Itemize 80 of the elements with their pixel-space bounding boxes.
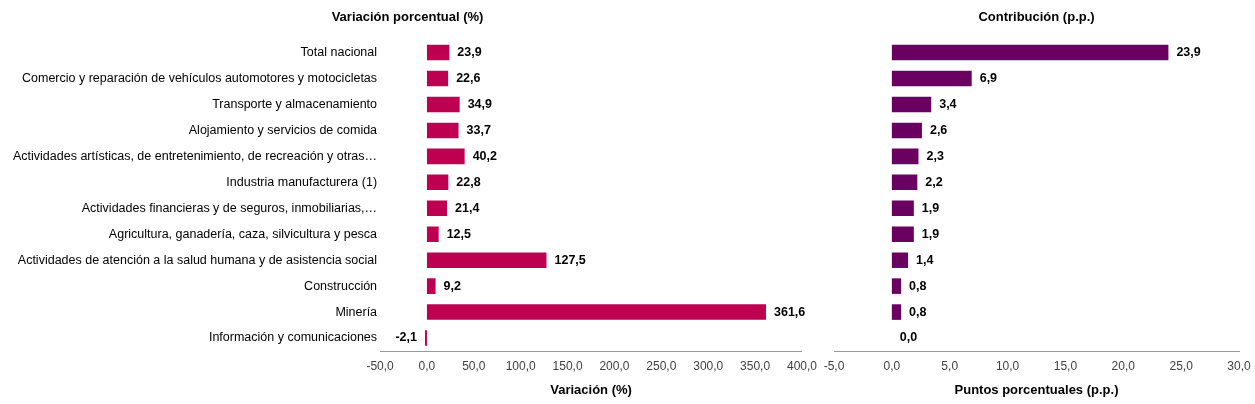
bar <box>891 200 914 217</box>
data-label: 2,3 <box>926 148 944 163</box>
data-label: 12,5 <box>446 226 472 241</box>
bar <box>891 44 1169 61</box>
x-tick-label: 0,0 <box>883 358 901 373</box>
x-tick-label: 25,0 <box>1169 358 1194 373</box>
x-tick-label: 30,0 <box>1227 358 1251 373</box>
data-label: 6,9 <box>979 70 998 85</box>
bar <box>426 304 766 320</box>
x-tick-label: 350,0 <box>740 358 771 373</box>
bar <box>891 174 918 191</box>
data-label: 34,9 <box>467 96 493 111</box>
x-axis-title: Variación (%) <box>550 381 632 397</box>
bar <box>891 226 914 243</box>
bar <box>891 122 922 139</box>
x-tick-label: 15,0 <box>1053 358 1078 373</box>
x-tick-label: 5,0 <box>941 358 959 373</box>
bar <box>426 44 450 61</box>
y-tick-label: Agricultura, ganadería, caza, silvicultura y pesca <box>108 226 378 241</box>
bar <box>891 70 972 87</box>
data-label: 0,8 <box>909 278 927 293</box>
data-label: 0,8 <box>909 304 927 319</box>
bar <box>426 148 465 165</box>
x-tick-label: 200,0 <box>599 358 630 373</box>
chart-title: Variación porcentual (%) <box>331 9 484 25</box>
data-label: 3,4 <box>939 96 957 111</box>
x-axis-title: Puntos porcentuales (p.p.) <box>954 381 1119 397</box>
x-tick-label: 20,0 <box>1111 358 1136 373</box>
x-tick-label: -50,0 <box>366 358 395 373</box>
bar <box>426 252 547 268</box>
bar <box>891 96 932 113</box>
bar <box>426 278 436 294</box>
x-tick-label: 400,0 <box>786 358 818 373</box>
y-tick-label: Industria manufacturera (1) <box>226 174 378 189</box>
data-label: -2,1 <box>395 330 418 345</box>
x-tick-label: 150,0 <box>552 358 583 373</box>
y-tick-label: Construcción <box>304 278 378 293</box>
data-label: 0,0 <box>899 330 918 345</box>
data-label: 361,6 <box>773 304 806 319</box>
y-tick-label: Minería <box>335 304 378 319</box>
data-label: 22,8 <box>456 174 481 189</box>
x-tick-label: -5,0 <box>823 358 845 373</box>
bar <box>426 96 460 113</box>
bar <box>891 252 909 268</box>
data-label: 2,2 <box>925 174 943 189</box>
data-label: 21,4 <box>455 200 480 215</box>
chart-title: Contribución (p.p.) <box>978 9 1095 25</box>
x-tick-label: 0,0 <box>418 358 436 373</box>
bar <box>426 226 439 243</box>
y-tick-label: Actividades financieras y de seguros, inmobiliarias,… <box>81 200 378 215</box>
x-tick-label: 10,0 <box>995 358 1020 373</box>
data-label: 23,9 <box>457 45 482 60</box>
data-label: 9,2 <box>443 278 461 293</box>
data-label: 1,9 <box>921 200 940 215</box>
bar <box>426 200 448 217</box>
y-tick-label: Información y comunicaciones <box>208 330 378 345</box>
x-tick-label: 250,0 <box>646 358 677 373</box>
y-tick-label: Actividades artísticas, de entretenimiento, de recreación y otras… <box>13 148 378 163</box>
bar <box>891 148 919 165</box>
data-label: 2,6 <box>929 122 948 137</box>
data-label: 22,6 <box>456 70 481 85</box>
data-label: 23,9 <box>1176 45 1201 60</box>
y-tick-label: Actividades de atención a la salud humana y de asistencia social <box>17 252 378 267</box>
x-tick-label: 300,0 <box>693 358 724 373</box>
data-label: 33,7 <box>466 122 491 137</box>
y-tick-label: Alojamiento y servicios de comida <box>188 122 378 137</box>
bar <box>891 304 902 320</box>
bar <box>891 278 902 294</box>
y-tick-label: Transporte y almacenamiento <box>212 96 378 111</box>
data-label: 40,2 <box>472 148 498 163</box>
data-label: 127,5 <box>554 252 586 267</box>
y-tick-label: Total nacional <box>300 45 378 60</box>
data-label: 1,9 <box>921 226 940 241</box>
data-label: 1,4 <box>916 252 934 267</box>
x-tick-label: 50,0 <box>462 358 486 373</box>
bar <box>426 174 449 191</box>
bar <box>426 122 459 139</box>
y-tick-label: Comercio y reparación de vehículos automotores y motocicletas <box>22 70 378 85</box>
x-tick-label: 100,0 <box>505 358 537 373</box>
bar <box>426 70 449 87</box>
